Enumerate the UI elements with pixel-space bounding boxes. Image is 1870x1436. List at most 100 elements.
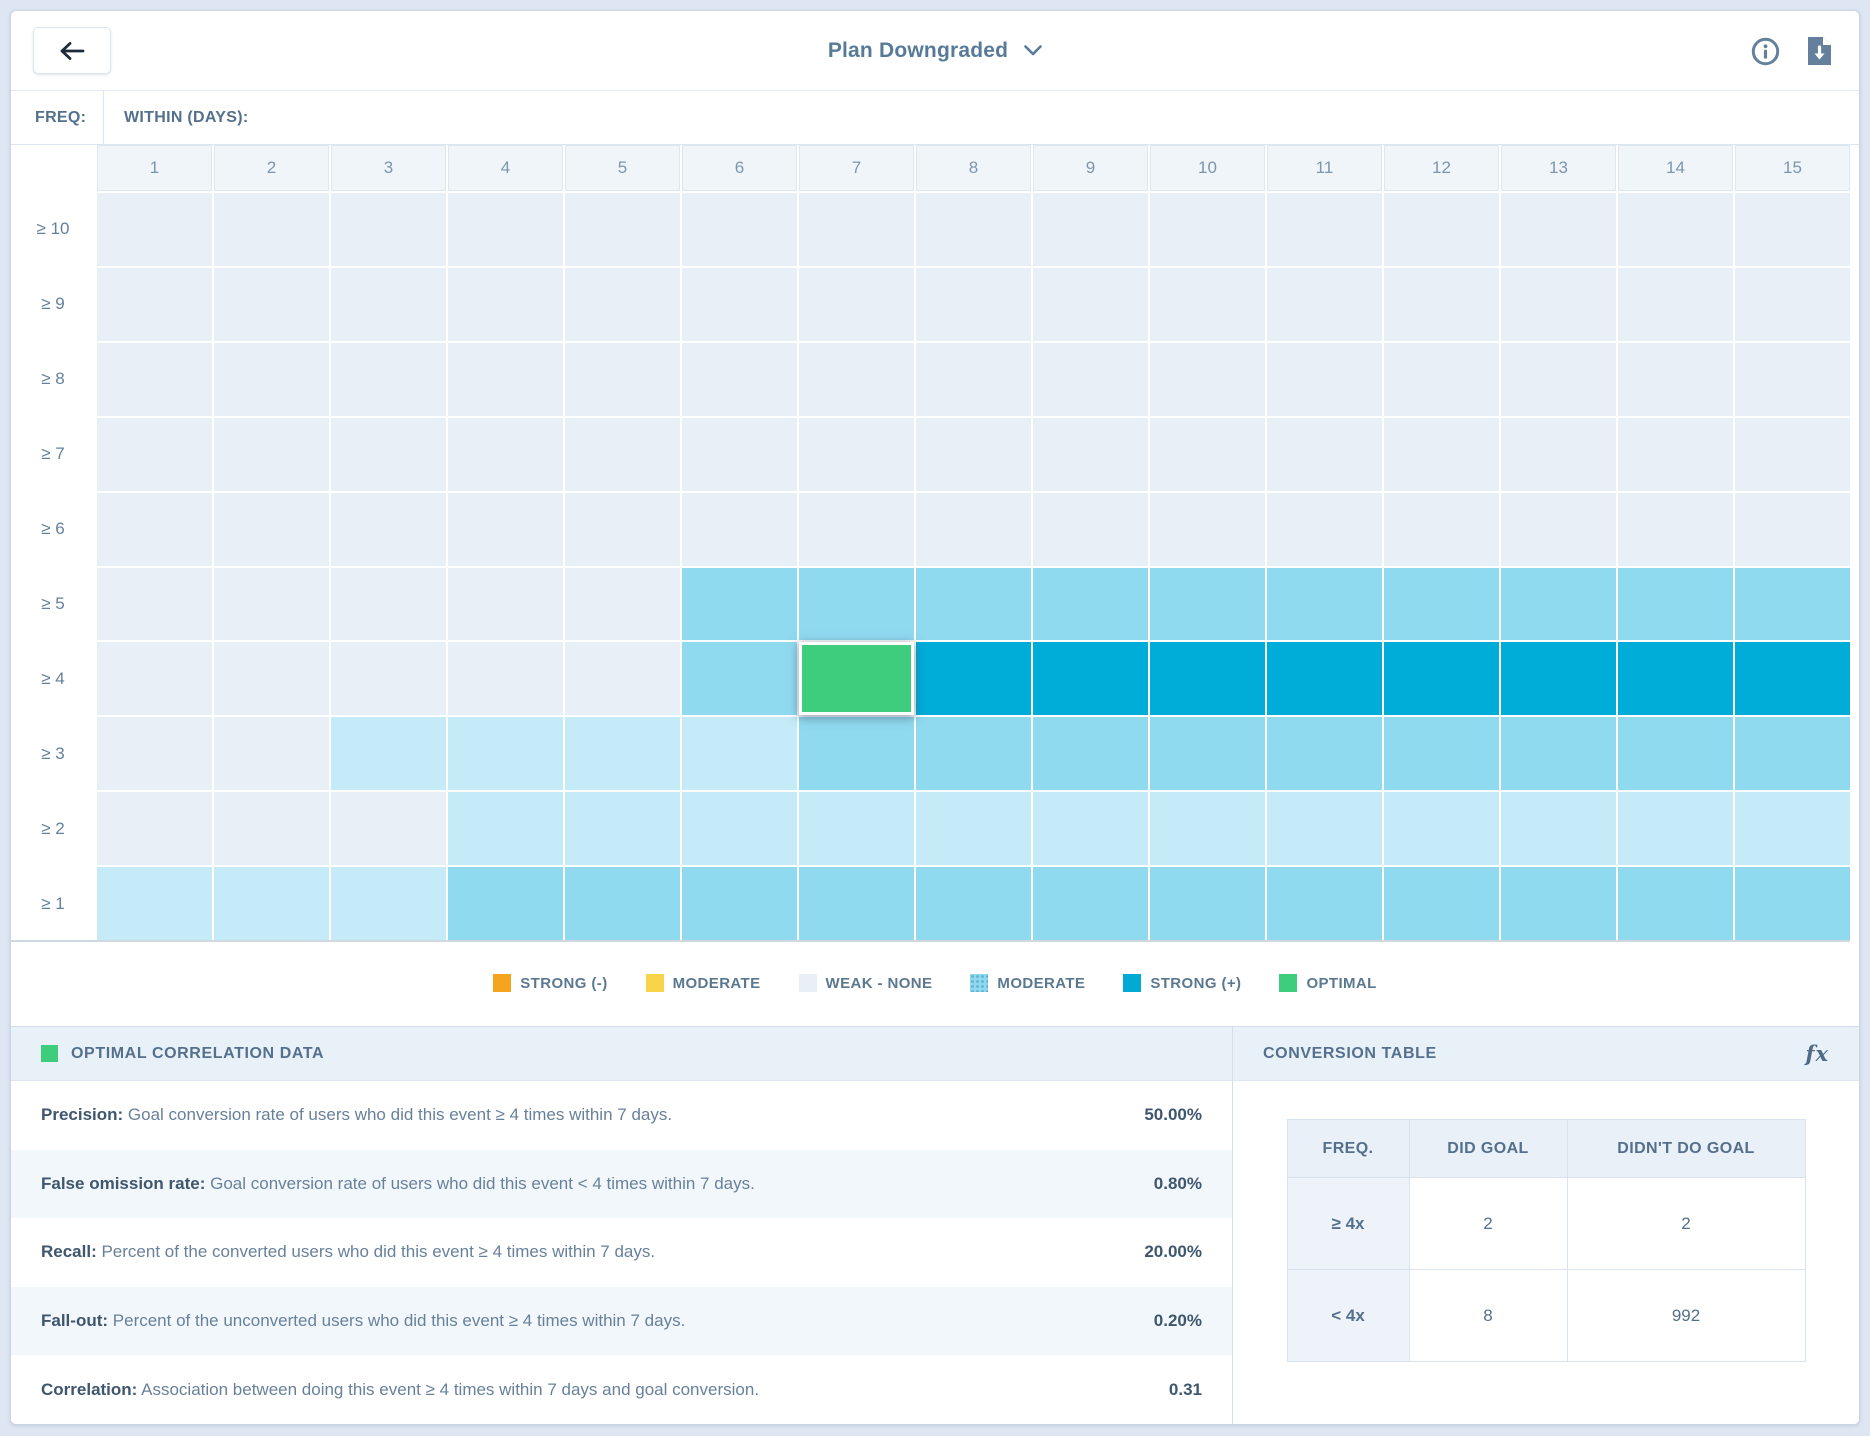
heatmap-cell[interactable] [916,867,1031,940]
heatmap-cell[interactable] [1384,267,1499,341]
heatmap-cell[interactable] [916,792,1031,866]
heatmap-cell[interactable] [1501,267,1616,341]
heatmap-cell[interactable] [682,567,797,641]
heatmap-cell[interactable] [1033,342,1148,416]
heatmap-cell-optimal[interactable] [799,642,914,716]
heatmap-cell[interactable] [97,567,212,641]
heatmap-cell[interactable] [1267,792,1382,866]
heatmap-cell[interactable] [1033,642,1148,716]
heatmap-cell[interactable] [1150,193,1265,266]
heatmap-cell[interactable] [1384,642,1499,716]
heatmap-cell[interactable] [448,193,563,266]
heatmap-cell[interactable] [214,267,329,341]
heatmap-cell[interactable] [799,342,914,416]
heatmap-cell[interactable] [1267,267,1382,341]
heatmap-cell[interactable] [1618,867,1733,940]
heatmap-cell[interactable] [1384,492,1499,566]
heatmap-cell[interactable] [97,193,212,266]
heatmap-cell[interactable] [799,717,914,791]
heatmap-cell[interactable] [331,717,446,791]
heatmap-cell[interactable] [1384,193,1499,266]
heatmap-cell[interactable] [1735,342,1850,416]
heatmap-cell[interactable] [916,567,1031,641]
heatmap-cell[interactable] [1501,867,1616,940]
heatmap-cell[interactable] [97,492,212,566]
heatmap-cell[interactable] [1501,417,1616,491]
heatmap-cell[interactable] [1033,717,1148,791]
heatmap-cell[interactable] [214,492,329,566]
info-icon[interactable] [1751,37,1780,66]
heatmap-cell[interactable] [1267,417,1382,491]
heatmap-cell[interactable] [1735,642,1850,716]
heatmap-cell[interactable] [1267,867,1382,940]
heatmap-cell[interactable] [331,792,446,866]
heatmap-cell[interactable] [1618,342,1733,416]
heatmap-cell[interactable] [565,717,680,791]
heatmap-cell[interactable] [448,717,563,791]
heatmap-cell[interactable] [799,417,914,491]
heatmap-cell[interactable] [1501,792,1616,866]
heatmap-cell[interactable] [1267,342,1382,416]
heatmap-cell[interactable] [565,417,680,491]
heatmap-cell[interactable] [1267,567,1382,641]
heatmap-cell[interactable] [1384,867,1499,940]
heatmap-cell[interactable] [682,417,797,491]
heatmap-cell[interactable] [916,342,1031,416]
heatmap-cell[interactable] [565,567,680,641]
heatmap-cell[interactable] [1384,342,1499,416]
heatmap-cell[interactable] [97,642,212,716]
heatmap-cell[interactable] [1618,567,1733,641]
heatmap-cell[interactable] [1150,792,1265,866]
heatmap-cell[interactable] [1150,267,1265,341]
heatmap-cell[interactable] [682,867,797,940]
back-button[interactable] [33,27,111,74]
heatmap-cell[interactable] [1735,417,1850,491]
formula-icon[interactable]: fx [1805,1041,1829,1066]
heatmap-cell[interactable] [565,193,680,266]
heatmap-cell[interactable] [97,792,212,866]
heatmap-cell[interactable] [1150,567,1265,641]
heatmap-cell[interactable] [682,267,797,341]
heatmap-cell[interactable] [565,267,680,341]
heatmap-cell[interactable] [1033,417,1148,491]
heatmap-cell[interactable] [448,642,563,716]
heatmap-cell[interactable] [1501,717,1616,791]
heatmap-cell[interactable] [1033,792,1148,866]
heatmap-cell[interactable] [799,193,914,266]
heatmap-cell[interactable] [1618,193,1733,266]
heatmap-cell[interactable] [916,193,1031,266]
heatmap-cell[interactable] [682,492,797,566]
heatmap-cell[interactable] [214,567,329,641]
heatmap-cell[interactable] [1384,717,1499,791]
heatmap-cell[interactable] [916,417,1031,491]
heatmap-cell[interactable] [97,342,212,416]
heatmap-cell[interactable] [331,193,446,266]
heatmap-cell[interactable] [1618,417,1733,491]
heatmap-cell[interactable] [1618,267,1733,341]
heatmap-cell[interactable] [1735,492,1850,566]
heatmap-cell[interactable] [214,867,329,940]
heatmap-cell[interactable] [1618,717,1733,791]
heatmap-cell[interactable] [1150,717,1265,791]
heatmap-cell[interactable] [1150,642,1265,716]
heatmap-cell[interactable] [1618,792,1733,866]
heatmap-cell[interactable] [1501,342,1616,416]
heatmap-cell[interactable] [448,792,563,866]
heatmap-cell[interactable] [1384,567,1499,641]
heatmap-cell[interactable] [1033,267,1148,341]
heatmap-cell[interactable] [97,417,212,491]
heatmap-cell[interactable] [682,642,797,716]
heatmap-cell[interactable] [331,342,446,416]
heatmap-cell[interactable] [1267,193,1382,266]
title-dropdown[interactable]: Plan Downgraded [828,39,1042,63]
heatmap-cell[interactable] [214,792,329,866]
heatmap-cell[interactable] [565,867,680,940]
heatmap-cell[interactable] [214,417,329,491]
heatmap-cell[interactable] [448,492,563,566]
heatmap-cell[interactable] [682,792,797,866]
heatmap-cell[interactable] [1033,193,1148,266]
heatmap-cell[interactable] [565,792,680,866]
heatmap-cell[interactable] [214,642,329,716]
heatmap-cell[interactable] [1735,792,1850,866]
heatmap-cell[interactable] [1033,867,1148,940]
